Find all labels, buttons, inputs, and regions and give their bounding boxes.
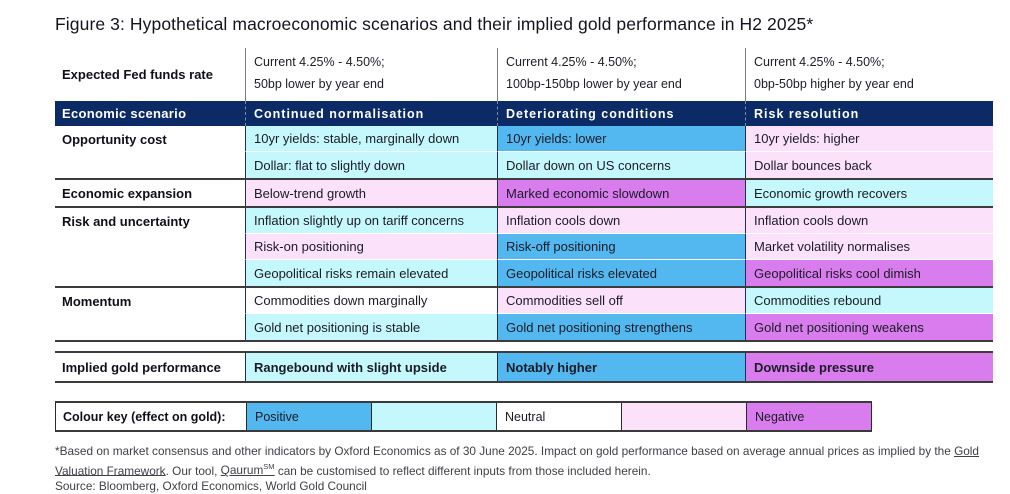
fed-funds-cell: Current 4.25% - 4.50%; 0bp-50bp higher b… bbox=[745, 48, 993, 101]
service-mark: SM bbox=[263, 462, 275, 472]
table-row: Dollar: flat to slightly down Dollar down… bbox=[55, 152, 993, 178]
figure-container: Figure 3: Hypothetical macroeconomic sce… bbox=[55, 14, 993, 494]
row-group-label-spacer bbox=[55, 314, 245, 340]
scenario-cell: Geopolitical risks cool dimish bbox=[745, 260, 993, 286]
gold-valuation-framework-link[interactable]: Gold Valuation Framework bbox=[55, 444, 979, 478]
fed-funds-current: Current 4.25% - 4.50%; bbox=[254, 55, 385, 69]
scenario-cell: Risk-on positioning bbox=[245, 234, 497, 260]
implied-performance-cell: Downside pressure bbox=[745, 353, 993, 381]
row-group: Risk and uncertainty Inflation slightly u… bbox=[55, 206, 993, 286]
scenario-cell: Commodities down marginally bbox=[245, 288, 497, 314]
scenario-cell: Dollar down on US concerns bbox=[497, 152, 745, 178]
scenario-cell: Commodities rebound bbox=[745, 288, 993, 314]
table-row: Economic expansion Below-trend growth Mark… bbox=[55, 180, 993, 206]
fed-funds-row-label: Expected Fed funds rate bbox=[55, 48, 245, 101]
table-row: Geopolitical risks remain elevated Geopol… bbox=[55, 260, 993, 286]
colour-key-swatch-positive: Positive bbox=[246, 403, 371, 430]
footnote: *Based on market consensus and other ind… bbox=[55, 444, 995, 479]
fed-funds-expectation: 100bp-150bp lower by year end bbox=[506, 77, 682, 91]
colour-key-swatch bbox=[371, 403, 496, 430]
table-row: Risk and uncertainty Inflation slightly u… bbox=[55, 208, 993, 234]
table-row: Risk-on positioning Risk-off positioning M… bbox=[55, 234, 993, 260]
implied-cells: Rangebound with slight upside Notably hig… bbox=[245, 353, 993, 381]
scenario-cell: Market volatility normalises bbox=[745, 234, 993, 260]
table-row: Momentum Commodities down marginally Commo… bbox=[55, 288, 993, 314]
colour-key-label: Colour key (effect on gold): bbox=[63, 409, 226, 424]
row-group-label: Momentum bbox=[55, 288, 245, 314]
table-row: Opportunity cost 10yr yields: stable, mar… bbox=[55, 126, 993, 152]
row-group: Momentum Commodities down marginally Commo… bbox=[55, 286, 993, 340]
row-group: Economic expansion Below-trend growth Mark… bbox=[55, 178, 993, 206]
colour-key-cells: Positive Neutral Negative bbox=[246, 403, 871, 430]
scenario-cell: 10yr yields: lower bbox=[497, 126, 745, 152]
colour-key-swatch bbox=[621, 403, 746, 430]
scenario-cell: Gold net positioning is stable bbox=[245, 314, 497, 340]
figure-title: Figure 3: Hypothetical macroeconomic sce… bbox=[55, 14, 814, 34]
fed-funds-current: Current 4.25% - 4.50%; bbox=[506, 55, 637, 69]
scenario-cell: 10yr yields: higher bbox=[745, 126, 993, 152]
scenario-cell: Gold net positioning weakens bbox=[745, 314, 993, 340]
scenario-cell: Inflation cools down bbox=[745, 208, 993, 234]
scenario-column-header: Deteriorating conditions bbox=[497, 101, 745, 126]
fed-funds-current: Current 4.25% - 4.50%; bbox=[754, 55, 885, 69]
source-line: Source: Bloomberg, Oxford Economics, Wor… bbox=[55, 478, 367, 493]
implied-performance-cell: Rangebound with slight upside bbox=[245, 353, 497, 381]
scenario-table-body: Opportunity cost 10yr yields: stable, mar… bbox=[55, 126, 993, 342]
row-group-label: Opportunity cost bbox=[55, 126, 245, 152]
footnote-text: . Our tool, bbox=[165, 463, 221, 478]
implied-performance-cell: Notably higher bbox=[497, 353, 745, 381]
fed-funds-expectation: 0bp-50bp higher by year end bbox=[754, 77, 914, 91]
scenario-cell: Inflation slightly up on tariff concerns bbox=[245, 208, 497, 234]
scenario-header-label: Economic scenario bbox=[62, 106, 187, 121]
scenario-cell: Marked economic slowdown bbox=[497, 180, 745, 206]
scenario-cell: Dollar bounces back bbox=[745, 152, 993, 178]
qaurum-link[interactable]: QaurumSM bbox=[220, 462, 275, 478]
colour-key-swatch-neutral: Neutral bbox=[496, 403, 621, 430]
implied-gold-performance-row: Implied gold performance Rangebound with… bbox=[55, 351, 993, 383]
row-group: Opportunity cost 10yr yields: stable, mar… bbox=[55, 126, 993, 178]
table-row: Gold net positioning is stable Gold net p… bbox=[55, 314, 993, 340]
scenario-cell: 10yr yields: stable, marginally down bbox=[245, 126, 497, 152]
scenario-cell: Risk-off positioning bbox=[497, 234, 745, 260]
scenario-cell: Geopolitical risks remain elevated bbox=[245, 260, 497, 286]
scenario-cell: Economic growth recovers bbox=[745, 180, 993, 206]
scenario-cell: Gold net positioning strengthens bbox=[497, 314, 745, 340]
row-group-label: Economic expansion bbox=[55, 180, 245, 206]
footnote-text: *Based on market consensus and other ind… bbox=[55, 444, 951, 458]
footnote-text: can be customised to reflect different i… bbox=[274, 463, 651, 478]
fed-funds-cell: Current 4.25% - 4.50%; 100bp-150bp lower… bbox=[497, 48, 745, 101]
colour-key-row: Colour key (effect on gold): Positive Neu… bbox=[55, 401, 872, 432]
scenario-cell: Geopolitical risks elevated bbox=[497, 260, 745, 286]
row-group-label: Risk and uncertainty bbox=[55, 208, 245, 234]
fed-funds-row: Expected Fed funds rate Current 4.25% - … bbox=[55, 48, 993, 101]
colour-key-swatch-negative: Negative bbox=[746, 403, 871, 430]
scenario-column-header: Continued normalisation bbox=[245, 101, 497, 126]
scenario-cell: Commodities sell off bbox=[497, 288, 745, 314]
scenario-cell: Below-trend growth bbox=[245, 180, 497, 206]
implied-row-label: Implied gold performance bbox=[55, 353, 245, 381]
row-group-label-spacer bbox=[55, 234, 245, 260]
scenario-header-row: Economic scenario Continued normalisatio… bbox=[55, 101, 993, 126]
scenario-column-header: Risk resolution bbox=[745, 101, 993, 126]
row-group-label-spacer bbox=[55, 260, 245, 286]
scenario-cell: Dollar: flat to slightly down bbox=[245, 152, 497, 178]
scenario-cell: Inflation cools down bbox=[497, 208, 745, 234]
fed-funds-cell: Current 4.25% - 4.50%; 50bp lower by yea… bbox=[245, 48, 497, 101]
row-group-label-spacer bbox=[55, 152, 245, 178]
fed-funds-expectation: 50bp lower by year end bbox=[254, 77, 384, 91]
